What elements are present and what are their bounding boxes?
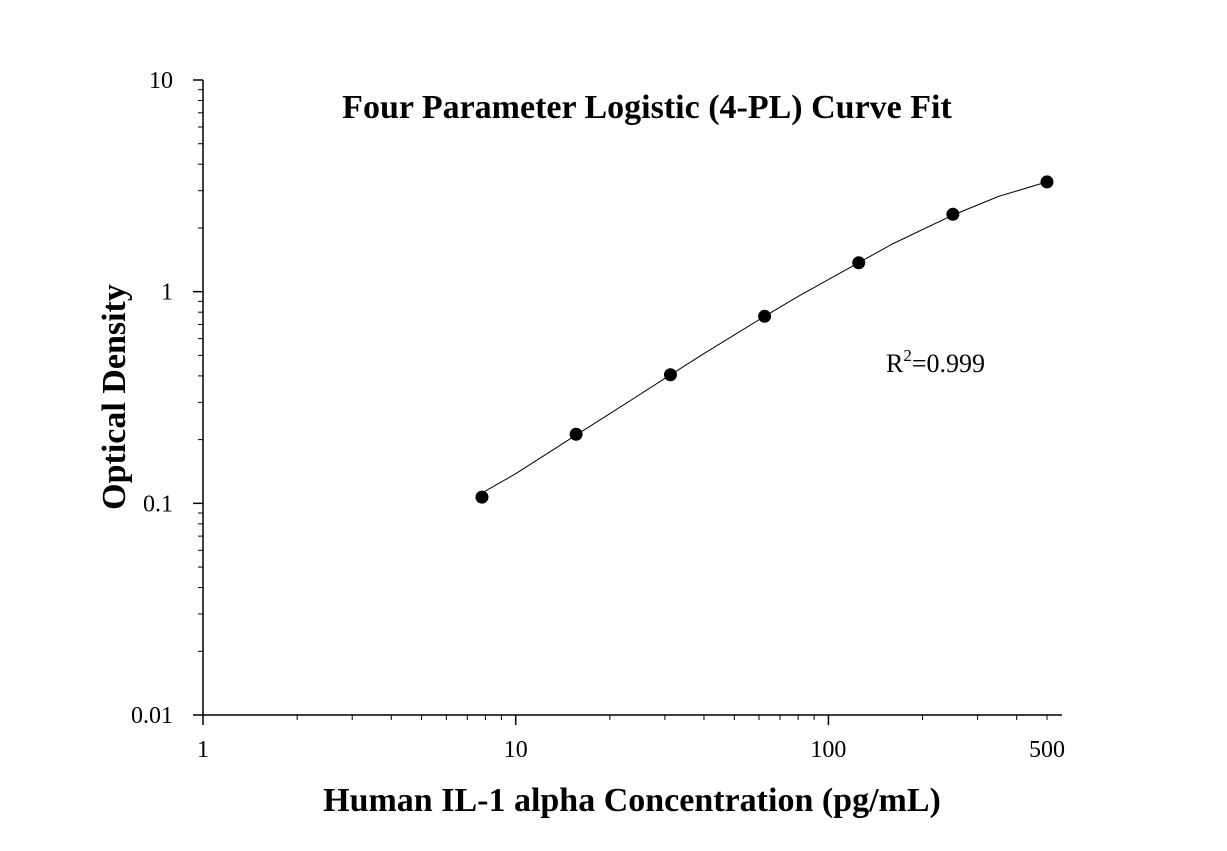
x-axis-title: Human IL-1 alpha Concentration (pg/mL) [323, 782, 941, 819]
y-tick-label: 10 [149, 68, 173, 94]
y-tick-label: 1 [161, 280, 173, 306]
y-axis-title: Optical Density [96, 284, 133, 510]
data-point [852, 256, 866, 270]
data-points [475, 175, 1054, 504]
y-tick-label: 0.01 [131, 703, 173, 729]
chart-title: Four Parameter Logistic (4-PL) Curve Fit [342, 89, 952, 126]
x-tick-label: 500 [1029, 737, 1065, 763]
r-squared-superscript: 2 [903, 346, 912, 365]
data-point [569, 427, 583, 441]
axes [202, 80, 1062, 716]
data-point [1040, 175, 1054, 189]
x-tick-label: 10 [504, 737, 528, 763]
data-point [663, 368, 677, 382]
data-point [946, 207, 960, 221]
fit-curve-group [481, 181, 1048, 494]
ticks [193, 79, 1048, 725]
r-squared-value: =0.999 [912, 349, 985, 378]
x-tick-label: 1 [197, 737, 209, 763]
fit-curve [481, 181, 1048, 494]
tick-labels: 0.01 0.1 1 10 1 10 100 500 [131, 68, 1065, 763]
data-point [475, 490, 489, 504]
data-point [758, 309, 772, 323]
y-tick-label: 0.1 [143, 491, 173, 517]
r-squared-annotation: R2=0.999 [886, 346, 985, 378]
x-tick-label: 100 [810, 737, 846, 763]
r-squared-base: R [886, 349, 904, 378]
